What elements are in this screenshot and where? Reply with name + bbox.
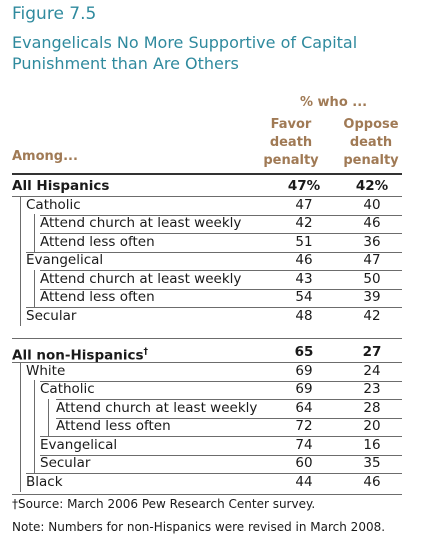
figure-label: Figure 7.5 [12,4,97,24]
favor-value: 74 [295,437,313,453]
table-row: Catholic 47 40 [12,196,400,215]
row-separator [40,381,402,382]
favor-value: 60 [295,455,313,471]
row-separator [26,252,402,253]
oppose-value: 20 [363,418,381,434]
indent-guide [20,362,21,492]
table-row: Secular 48 42 [12,307,400,326]
row-separator [12,362,402,363]
favor-value: 42 [295,215,313,231]
indent-guide [48,399,49,436]
favor-value: 64 [295,400,313,416]
row-label: Attend less often [56,418,171,434]
table-row: Attend church at least weekly 43 50 [12,270,400,289]
row-label: Evangelical [26,252,104,268]
oppose-value: 39 [363,289,381,305]
favor-value: 47 [295,197,313,213]
oppose-value: 40 [363,197,381,213]
row-separator [40,270,402,271]
row-label: Attend church at least weekly [40,271,242,287]
section-separator [12,338,402,339]
favor-value: 69 [295,363,313,379]
oppose-value: 42 [363,308,381,324]
oppose-value: 36 [363,234,381,250]
row-separator [26,473,402,474]
source-note: †Source: March 2006 Pew Research Center … [12,497,315,511]
row-separator [40,436,402,437]
favor-value: 47% [287,178,321,194]
table-row: Attend less often 54 39 [12,288,400,307]
row-label: Secular [40,455,91,471]
favor-value: 43 [295,271,313,287]
oppose-value: 24 [363,363,381,379]
oppose-value: 27 [362,344,382,360]
dagger-symbol: † [12,497,18,511]
header-rule [12,173,402,175]
source-text: Source: March 2006 Pew Research Center s… [18,497,316,511]
table-row: All Hispanics 47% 42% [12,177,400,196]
dagger-symbol: † [143,347,149,357]
indent-guide [20,196,21,326]
oppose-value: 46 [363,215,381,231]
favor-value: 69 [295,381,313,397]
table-row: Attend church at least weekly 42 46 [12,214,400,233]
oppose-value: 50 [363,271,381,287]
chart-title: Evangelicals No More Supportive of Capit… [12,33,358,73]
indent-guide [34,270,35,307]
row-label: All Hispanics [12,178,110,194]
table-row: Attend less often 51 36 [12,233,400,252]
oppose-value: 47 [363,252,381,268]
row-label: Catholic [40,381,95,397]
row-separator [26,307,402,308]
oppose-value: 28 [363,400,381,416]
indent-guide [34,214,35,252]
column-header-oppose: Oppose death penalty [343,117,399,168]
favor-value: 44 [295,474,313,490]
table-row: Secular 60 35 [12,454,400,473]
favor-value: 46 [295,252,313,268]
row-label: Attend less often [40,289,155,305]
oppose-value: 46 [363,474,381,490]
row-separator [40,215,402,216]
row-label: Attend less often [40,234,155,250]
table-row: Catholic 69 23 [12,380,400,399]
row-label: All non-Hispanics† [12,347,149,364]
favor-value: 48 [295,308,313,324]
oppose-value: 42% [355,178,389,194]
row-label: Attend church at least weekly [40,215,242,231]
table-row: Evangelical 74 16 [12,436,400,455]
row-separator [40,233,402,234]
oppose-value: 16 [363,437,381,453]
header-group: % who ... [300,95,368,110]
favor-value: 51 [295,234,313,250]
row-label: Black [26,474,63,490]
table-row: White 69 24 [12,362,400,381]
row-label: Secular [26,308,77,324]
favor-value: 72 [295,418,313,434]
table-row: Evangelical 46 47 [12,251,400,270]
table-row: Black 44 46 [12,473,400,492]
row-separator [40,455,402,456]
favor-value: 54 [295,289,313,305]
indent-guide [34,380,35,474]
table-row: Attend less often 72 20 [12,417,400,436]
oppose-value: 23 [363,381,381,397]
revision-note: Note: Numbers for non-Hispanics were rev… [12,520,386,534]
row-label: White [26,363,66,379]
favor-value: 65 [294,344,314,360]
oppose-value: 35 [363,455,381,471]
row-separator [56,399,402,400]
column-header-favor: Favor death penalty [263,117,319,168]
row-label: Catholic [26,197,81,213]
row-label: Attend church at least weekly [56,400,258,416]
footer-rule [12,494,402,495]
row-header: Among... [12,149,78,164]
row-label: Evangelical [40,437,118,453]
table-row: Attend church at least weekly 64 28 [12,399,400,418]
row-separator [12,196,402,197]
row-separator [56,418,402,419]
row-separator [40,289,402,290]
table-row: All non-Hispanics† 65 27 [12,343,400,364]
